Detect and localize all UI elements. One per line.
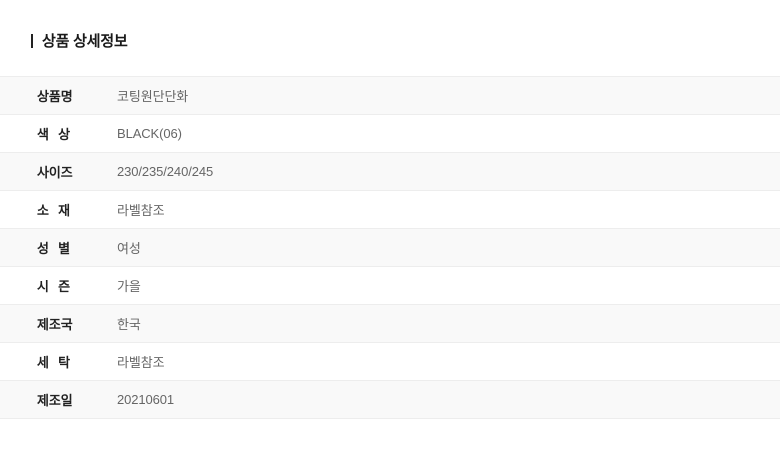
spec-value: 한국 [117,317,141,332]
spec-label: 성 별 [37,241,70,256]
spec-label: 세 탁 [37,355,70,370]
spec-value: 가을 [117,279,141,294]
spec-label: 소 재 [37,203,70,218]
table-row: 제조일 20210601 [0,381,780,419]
spec-value: BLACK(06) [117,126,182,141]
table-row: 소 재 라벨참조 [0,191,780,229]
spec-label: 색 상 [37,127,70,142]
spec-label: 시 즌 [37,279,70,294]
spec-label: 상품명 [37,89,73,104]
table-row: 세 탁 라벨참조 [0,343,780,381]
table-row: 시 즌 가을 [0,267,780,305]
spec-label: 제조국 [37,317,73,332]
accent-bar-icon [31,34,33,48]
table-row: 성 별 여성 [0,229,780,267]
page-title: 상품 상세정보 [42,32,128,50]
table-row: 상품명 코팅원단단화 [0,77,780,115]
spec-value: 코팅원단단화 [117,89,189,104]
table-row: 제조국 한국 [0,305,780,343]
table-row: 색 상 BLACK(06) [0,115,780,153]
spec-label: 제조일 [37,393,73,408]
spec-value: 라벨참조 [117,355,165,370]
spec-value: 라벨참조 [117,203,165,218]
spec-value: 20210601 [117,392,175,407]
spec-value: 230/235/240/245 [117,164,214,179]
spec-value: 여성 [117,241,141,256]
table-row: 사이즈 230/235/240/245 [0,153,780,191]
spec-label: 사이즈 [37,165,73,180]
section-header: 상품 상세정보 [0,30,128,52]
